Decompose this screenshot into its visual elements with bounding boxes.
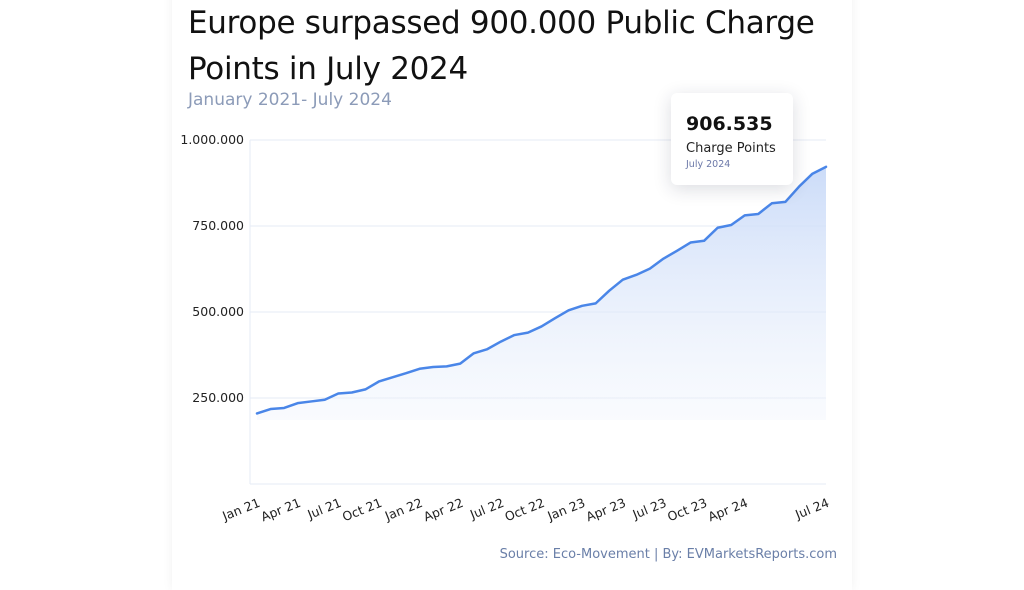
x-tick-label: Jul 21 [304,495,343,522]
area-fill-group [257,166,826,420]
y-axis-ticks: 250.000 500.000 750.000 1.000.000 [180,132,244,405]
chart-subtitle: January 2021- July 2024 [188,90,392,110]
x-tick-label: Apr 22 [421,495,465,524]
tooltip-label: Charge Points [686,141,776,156]
x-tick-label: Apr 21 [259,495,303,524]
chart-title: Europe surpassed 900.000 Public Charge P… [188,5,815,87]
series-line-group [255,165,828,415]
x-tick-label: Jul 23 [630,495,669,522]
x-tick-label: Apr 23 [584,495,628,524]
x-tick-label: Jul 24 [792,495,831,522]
x-tick-label: Jan 22 [382,495,425,524]
x-tick-label: Oct 22 [503,495,547,524]
tooltip-value: 906.535 [686,113,773,135]
x-tick-label: Oct 23 [665,495,709,524]
value-tooltip: 906.535 Charge Points July 2024 [671,93,793,185]
y-tick-label: 1.000.000 [180,132,244,147]
area-fill [257,166,826,420]
y-tick-label: 750.000 [192,218,244,233]
x-tick-label: Oct 21 [340,495,384,524]
x-tick-label: Apr 24 [706,495,750,524]
y-tick-label: 250.000 [192,390,244,405]
y-tick-label: 500.000 [192,304,244,319]
series-line [255,165,828,415]
x-tick-label: Jul 22 [467,495,506,522]
tooltip-date: July 2024 [686,159,731,170]
x-tick-label: Jan 21 [219,495,262,524]
x-tick-label: Jan 23 [544,495,587,524]
source-credit: Source: Eco-Movement | By: EVMarketsRepo… [499,547,837,562]
